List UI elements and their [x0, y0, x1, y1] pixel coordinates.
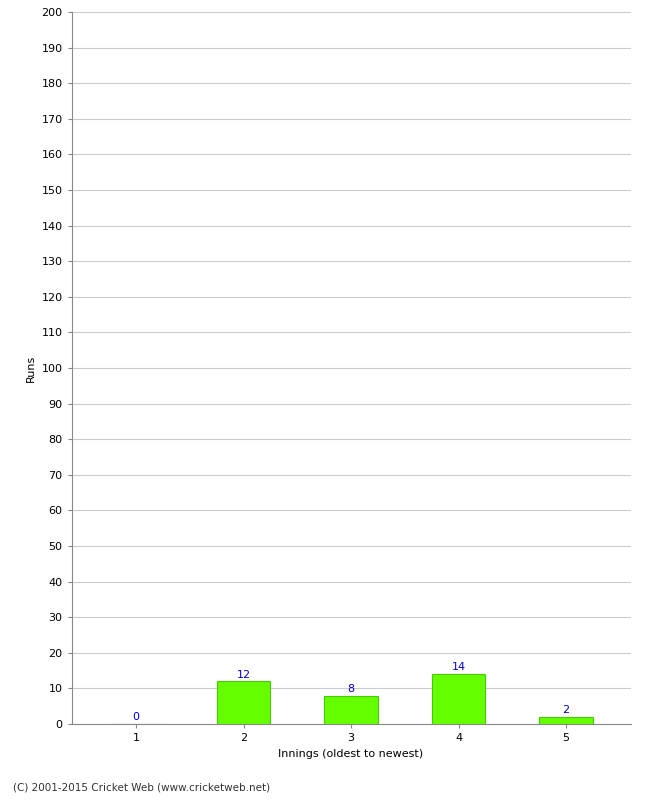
Y-axis label: Runs: Runs [26, 354, 36, 382]
Bar [432, 674, 486, 724]
Text: 14: 14 [452, 662, 465, 672]
Text: 12: 12 [237, 670, 250, 679]
Text: 2: 2 [562, 705, 569, 715]
Bar [539, 717, 593, 724]
Bar [324, 695, 378, 724]
Text: 8: 8 [348, 684, 354, 694]
Text: (C) 2001-2015 Cricket Web (www.cricketweb.net): (C) 2001-2015 Cricket Web (www.cricketwe… [13, 782, 270, 792]
Text: 0: 0 [133, 712, 140, 722]
X-axis label: Innings (oldest to newest): Innings (oldest to newest) [278, 749, 424, 758]
Bar [216, 682, 270, 724]
